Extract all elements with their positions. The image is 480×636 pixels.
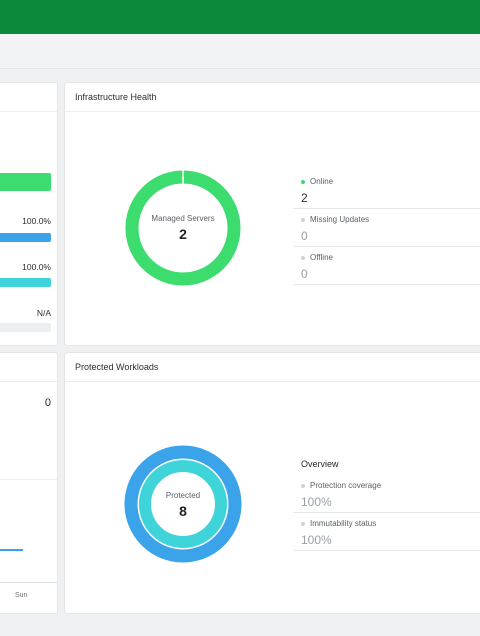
donut-label: Protected	[165, 491, 201, 500]
status-value: 0	[301, 267, 308, 281]
status-value: 0	[301, 229, 308, 243]
stat-value: 100.0%	[22, 262, 51, 272]
chart-divider	[0, 479, 57, 480]
donut-label: Managed Servers	[151, 214, 215, 223]
left-stats-panel: 100.0% 100.0% N/A	[0, 82, 58, 346]
panel-title: Infrastructure Health	[75, 92, 157, 102]
overview-title: Overview	[301, 459, 339, 469]
coverage-dot-icon	[301, 483, 305, 488]
item-label: Protection coverage	[310, 481, 382, 490]
infrastructure-health-panel: Infrastructure Health Managed Servers 2 …	[64, 82, 480, 346]
offline-dot-icon	[301, 255, 305, 260]
stat-value: 100.0%	[22, 216, 51, 226]
donut-ring-inner	[139, 460, 227, 548]
status-missing-updates[interactable]: Missing Updates 0	[293, 209, 480, 247]
status-label: Missing Updates	[310, 215, 370, 224]
donut-ring-outer	[124, 445, 242, 563]
progress-bar-blue	[0, 233, 51, 242]
protected-donut	[124, 445, 242, 563]
online-dot-icon	[301, 179, 305, 184]
managed-servers-donut	[125, 170, 241, 286]
status-online[interactable]: Online 2	[293, 171, 480, 209]
donut-value: 2	[179, 226, 187, 242]
status-label: Online	[310, 177, 334, 186]
toolbar-strip	[0, 34, 480, 69]
immutability-dot-icon	[301, 521, 305, 526]
item-label: Immutability status	[310, 519, 377, 528]
progress-bar-teal	[0, 278, 51, 287]
missing-updates-dot-icon	[301, 217, 305, 222]
item-value: 100%	[301, 495, 332, 509]
panel-title: Protected Workloads	[75, 362, 159, 372]
donut-value: 8	[179, 503, 187, 519]
day-label: Sun	[15, 592, 28, 599]
activity-value: 0	[44, 397, 51, 409]
server-status-list: Online 2 Missing Updates 0 Offline 0	[293, 171, 480, 285]
app-header-bar	[0, 0, 480, 34]
item-value: 100%	[301, 533, 332, 547]
overview-list: Protection coverage 100% Immutability st…	[293, 475, 480, 551]
status-offline[interactable]: Offline 0	[293, 247, 480, 285]
progress-bar-empty	[0, 323, 51, 332]
progress-bar-green	[0, 173, 51, 191]
stat-value: N/A	[36, 308, 51, 318]
status-label: Offline	[310, 253, 333, 262]
left-activity-panel: 0 Sun	[0, 352, 58, 614]
activity-bar	[0, 549, 23, 551]
protected-workloads-panel: Protected Workloads Protected 8 Overview…	[64, 352, 480, 614]
status-value: 2	[301, 191, 308, 205]
immutability-status[interactable]: Immutability status 100%	[293, 513, 480, 551]
chart-axis	[0, 582, 57, 583]
protection-coverage[interactable]: Protection coverage 100%	[293, 475, 480, 513]
